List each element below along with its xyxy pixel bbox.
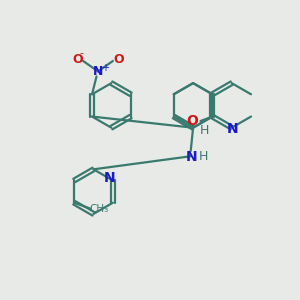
Text: O: O bbox=[113, 53, 124, 66]
Text: O: O bbox=[186, 114, 198, 128]
Text: H: H bbox=[200, 124, 209, 137]
Text: N: N bbox=[226, 122, 238, 136]
Text: O: O bbox=[73, 53, 83, 66]
Text: N: N bbox=[93, 65, 103, 78]
Text: +: + bbox=[101, 63, 109, 73]
Text: N: N bbox=[185, 150, 197, 164]
Text: -: - bbox=[80, 49, 84, 58]
Text: N: N bbox=[103, 171, 115, 185]
Text: H: H bbox=[199, 150, 208, 163]
Text: CH₃: CH₃ bbox=[90, 204, 109, 214]
